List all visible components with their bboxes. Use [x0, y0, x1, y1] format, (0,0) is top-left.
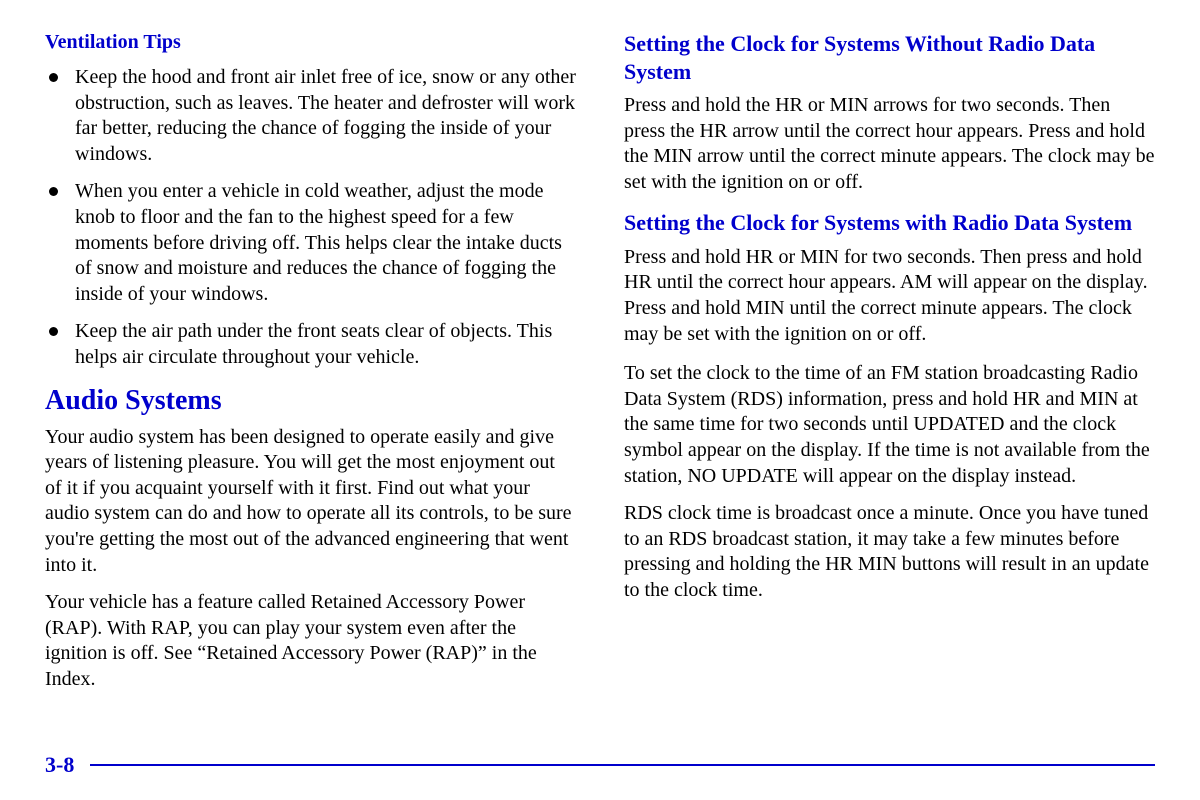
body-paragraph: Press and hold HR or MIN for two seconds…: [624, 245, 1155, 347]
list-item: Keep the air path under the front seats …: [45, 319, 576, 370]
body-paragraph: Your vehicle has a feature called Retain…: [45, 590, 576, 692]
clock-with-rds-heading: Setting the Clock for Systems with Radio…: [624, 209, 1155, 237]
footer-rule: [90, 764, 1155, 766]
body-paragraph: To set the clock to the time of an FM st…: [624, 361, 1155, 489]
ventilation-tips-heading: Ventilation Tips: [45, 30, 576, 55]
left-column: Ventilation Tips Keep the hood and front…: [45, 30, 576, 704]
right-column: Setting the Clock for Systems Without Ra…: [624, 30, 1155, 704]
body-paragraph: Your audio system has been designed to o…: [45, 425, 576, 579]
audio-systems-heading: Audio Systems: [45, 385, 576, 417]
page-footer: 3-8: [45, 752, 1155, 778]
page-number: 3-8: [45, 752, 74, 778]
body-paragraph: Press and hold the HR or MIN arrows for …: [624, 93, 1155, 195]
list-item: When you enter a vehicle in cold weather…: [45, 179, 576, 307]
body-paragraph: RDS clock time is broadcast once a minut…: [624, 501, 1155, 603]
ventilation-tips-list: Keep the hood and front air inlet free o…: [45, 65, 576, 371]
list-item: Keep the hood and front air inlet free o…: [45, 65, 576, 167]
two-column-layout: Ventilation Tips Keep the hood and front…: [45, 30, 1155, 704]
clock-without-rds-heading: Setting the Clock for Systems Without Ra…: [624, 30, 1155, 85]
